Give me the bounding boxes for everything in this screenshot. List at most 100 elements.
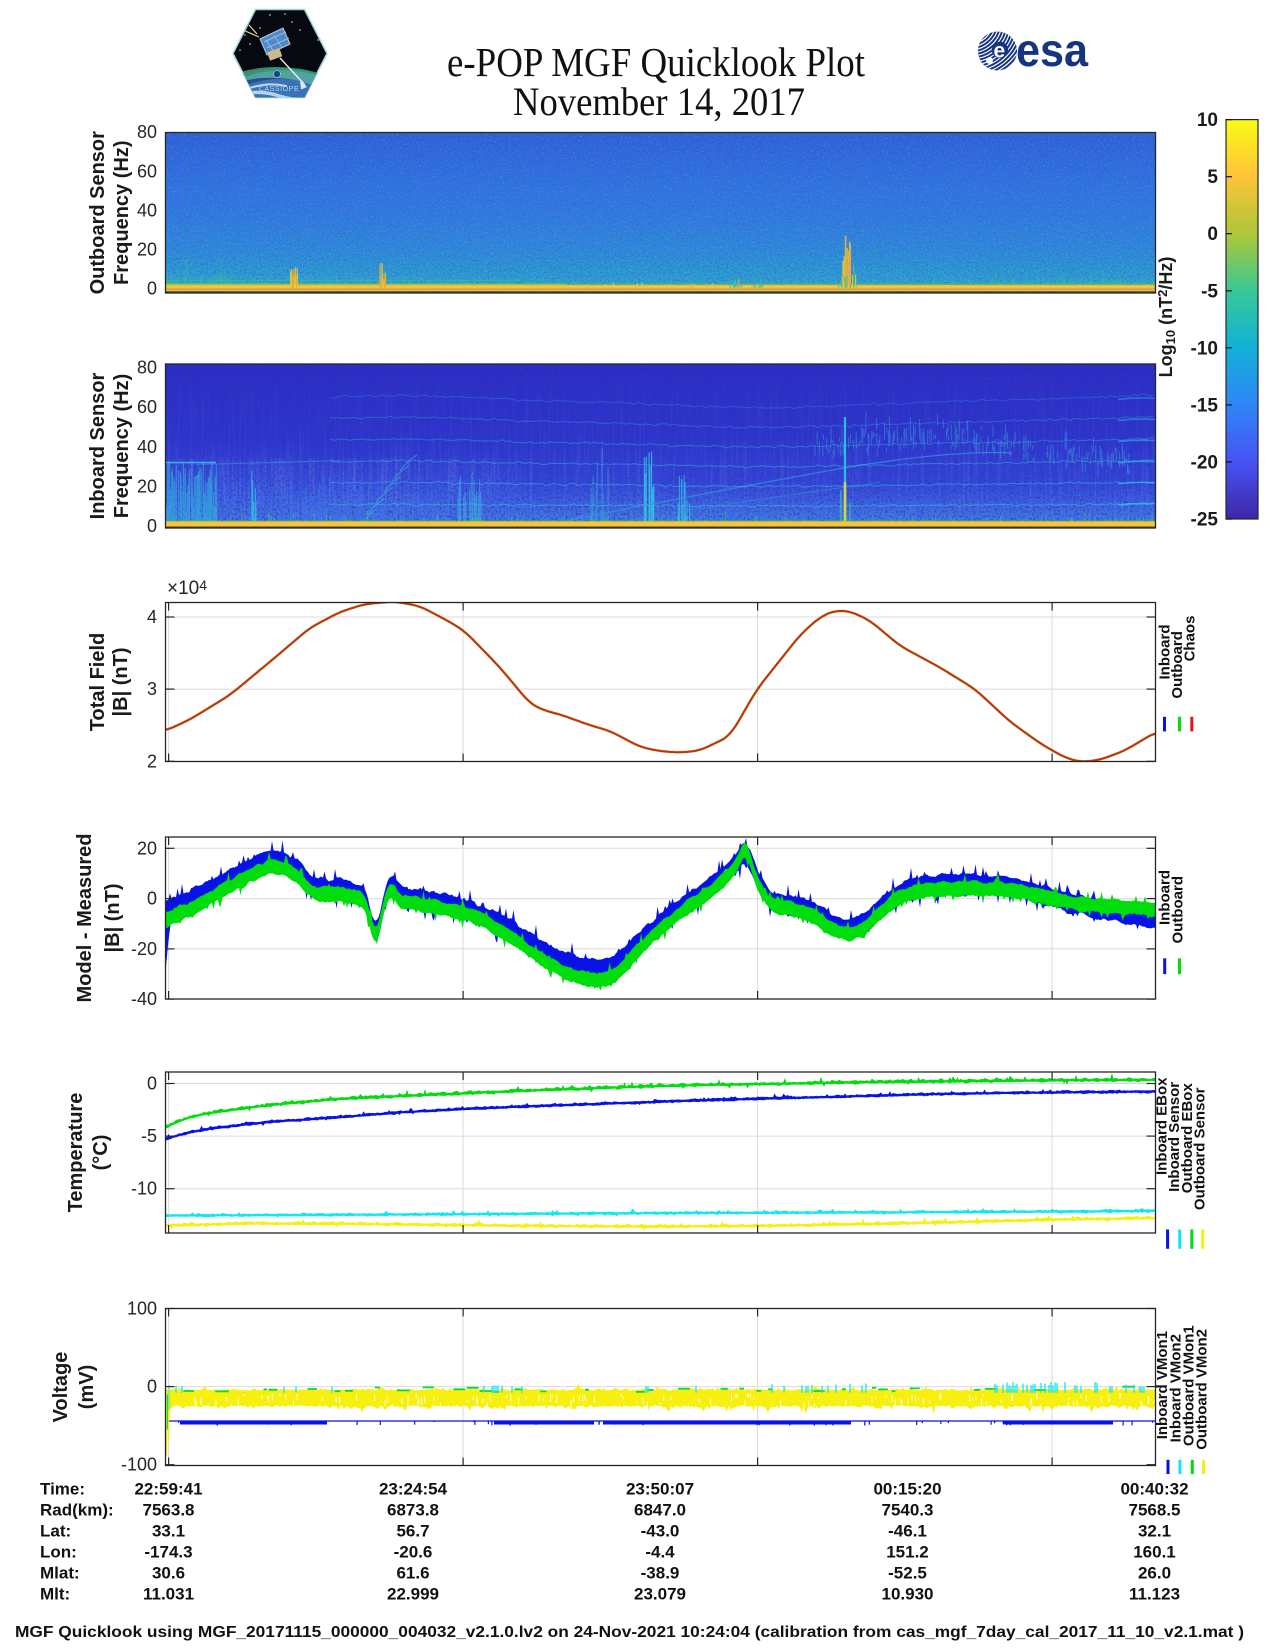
- svg-text:4: 4: [147, 607, 157, 627]
- svg-text:-46.1: -46.1: [888, 1522, 927, 1541]
- svg-text:7568.5: 7568.5: [1129, 1501, 1181, 1520]
- svg-text:60: 60: [137, 397, 157, 417]
- svg-text:Outboard EBox: Outboard EBox: [1179, 1083, 1196, 1194]
- svg-text:00:15:20: 00:15:20: [873, 1480, 941, 1499]
- svg-text:5: 5: [1207, 167, 1218, 188]
- svg-text:23:50:07: 23:50:07: [626, 1480, 694, 1499]
- svg-text:10.930: 10.930: [882, 1585, 934, 1604]
- svg-text:-5: -5: [1201, 281, 1218, 302]
- svg-text:0: 0: [147, 1074, 157, 1094]
- svg-text:-100: -100: [121, 1455, 157, 1475]
- svg-text:60: 60: [137, 161, 157, 181]
- svg-text:Inboard Sensor: Inboard Sensor: [1166, 1082, 1183, 1192]
- svg-text:22:59:41: 22:59:41: [134, 1480, 202, 1499]
- svg-text:Lon:: Lon:: [40, 1543, 77, 1562]
- svg-text:(mV): (mV): [76, 1365, 98, 1409]
- svg-text:7540.3: 7540.3: [882, 1501, 934, 1520]
- svg-text:Model - Measured: Model - Measured: [74, 834, 96, 1003]
- svg-text:e: e: [994, 40, 1006, 63]
- svg-text:Inboard VMon2: Inboard VMon2: [1168, 1334, 1185, 1442]
- svg-text:0: 0: [1207, 224, 1218, 245]
- svg-text:22.999: 22.999: [387, 1585, 439, 1604]
- svg-text:20: 20: [137, 476, 157, 496]
- svg-text:11.031: 11.031: [143, 1585, 194, 1604]
- svg-text:Inboard Sensor: Inboard Sensor: [87, 372, 109, 519]
- svg-text:160.1: 160.1: [1133, 1543, 1176, 1562]
- svg-text:0: 0: [147, 889, 157, 909]
- svg-text:0: 0: [147, 1377, 157, 1397]
- svg-text:Rad(km):: Rad(km):: [40, 1501, 114, 1520]
- svg-text:|B| (nT): |B| (nT): [102, 884, 124, 953]
- svg-text:151.2: 151.2: [886, 1543, 929, 1562]
- svg-text:-43.0: -43.0: [641, 1522, 680, 1541]
- svg-text:-174.3: -174.3: [144, 1543, 192, 1562]
- svg-text:26.0: 26.0: [1138, 1564, 1171, 1583]
- svg-text:Inboard EBox: Inboard EBox: [1154, 1077, 1171, 1175]
- svg-text:MGF Quicklook using MGF_201711: MGF Quicklook using MGF_20171115_000000_…: [15, 1624, 1244, 1641]
- svg-text:0: 0: [147, 516, 157, 536]
- svg-text:Inboard VMon1: Inboard VMon1: [1154, 1331, 1171, 1439]
- svg-text:November 14, 2017: November 14, 2017: [513, 79, 805, 124]
- svg-text:-52.5: -52.5: [888, 1564, 927, 1583]
- svg-text:Frequency (Hz): Frequency (Hz): [111, 374, 133, 518]
- svg-text:20: 20: [137, 240, 157, 260]
- svg-text:|B| (nT): |B| (nT): [110, 648, 132, 717]
- svg-text:e-POP MGF Quicklook Plot: e-POP MGF Quicklook Plot: [447, 39, 866, 85]
- svg-text:40: 40: [137, 437, 157, 457]
- svg-text:-20: -20: [1191, 452, 1218, 473]
- svg-text:100: 100: [127, 1299, 157, 1319]
- svg-text:-10: -10: [131, 1179, 157, 1199]
- svg-text:6847.0: 6847.0: [634, 1501, 686, 1520]
- svg-text:Mlt:: Mlt:: [40, 1585, 70, 1604]
- svg-text:-20: -20: [131, 939, 157, 959]
- svg-text:-25: -25: [1191, 510, 1219, 531]
- svg-text:80: 80: [137, 358, 157, 378]
- svg-text:-40: -40: [131, 989, 157, 1009]
- svg-text:-10: -10: [1191, 338, 1218, 359]
- svg-text:Outboard Sensor: Outboard Sensor: [1192, 1087, 1209, 1210]
- svg-text:Inboard: Inboard: [1157, 625, 1174, 680]
- svg-text:61.6: 61.6: [396, 1564, 429, 1583]
- svg-text:30.6: 30.6: [152, 1564, 185, 1583]
- svg-text:23:24:54: 23:24:54: [379, 1480, 448, 1499]
- svg-text:-20.6: -20.6: [394, 1543, 433, 1562]
- svg-text:-5: -5: [141, 1126, 157, 1146]
- svg-text:Outboard VMon2: Outboard VMon2: [1194, 1329, 1211, 1450]
- svg-text:-38.9: -38.9: [641, 1564, 680, 1583]
- svg-text:10: 10: [1197, 110, 1218, 131]
- svg-text:0: 0: [147, 279, 157, 299]
- svg-text:Outboard: Outboard: [1169, 876, 1186, 944]
- svg-text:Chaos: Chaos: [1182, 616, 1199, 662]
- svg-text:33.1: 33.1: [152, 1522, 185, 1541]
- svg-text:7563.8: 7563.8: [143, 1501, 195, 1520]
- svg-text:Outboard VMon1: Outboard VMon1: [1181, 1325, 1198, 1446]
- svg-text:Temperature: Temperature: [65, 1093, 87, 1213]
- svg-text:3: 3: [147, 679, 157, 699]
- svg-text:-15: -15: [1191, 395, 1219, 416]
- svg-text:Log10 (nT2/Hz): Log10 (nT2/Hz): [1155, 257, 1178, 378]
- svg-text:Lat:: Lat:: [40, 1522, 71, 1541]
- svg-text:-4.4: -4.4: [645, 1543, 675, 1562]
- svg-text:×104: ×104: [167, 577, 207, 599]
- svg-text:6873.8: 6873.8: [387, 1501, 439, 1520]
- svg-text:00:40:32: 00:40:32: [1120, 1480, 1188, 1499]
- svg-text:40: 40: [137, 200, 157, 220]
- svg-text:esa: esa: [1016, 24, 1088, 76]
- svg-text:80: 80: [137, 122, 157, 142]
- svg-text:20: 20: [137, 838, 157, 858]
- svg-text:Outboard: Outboard: [1169, 631, 1186, 699]
- svg-text:Mlat:: Mlat:: [40, 1564, 80, 1583]
- svg-text:Voltage: Voltage: [50, 1352, 72, 1423]
- svg-text:Outboard Sensor: Outboard Sensor: [87, 131, 109, 295]
- svg-text:32.1: 32.1: [1138, 1522, 1171, 1541]
- svg-text:2: 2: [147, 751, 157, 771]
- svg-text:(°C): (°C): [90, 1135, 112, 1171]
- svg-text:11.123: 11.123: [1129, 1585, 1180, 1604]
- svg-text:Frequency (Hz): Frequency (Hz): [111, 141, 133, 285]
- svg-text:56.7: 56.7: [396, 1522, 429, 1541]
- svg-text:23.079: 23.079: [634, 1585, 686, 1604]
- svg-text:Inboard: Inboard: [1157, 870, 1174, 925]
- svg-text:CASSIOPE: CASSIOPE: [259, 86, 300, 93]
- svg-text:Time:: Time:: [40, 1480, 85, 1499]
- svg-text:Total Field: Total Field: [87, 633, 109, 732]
